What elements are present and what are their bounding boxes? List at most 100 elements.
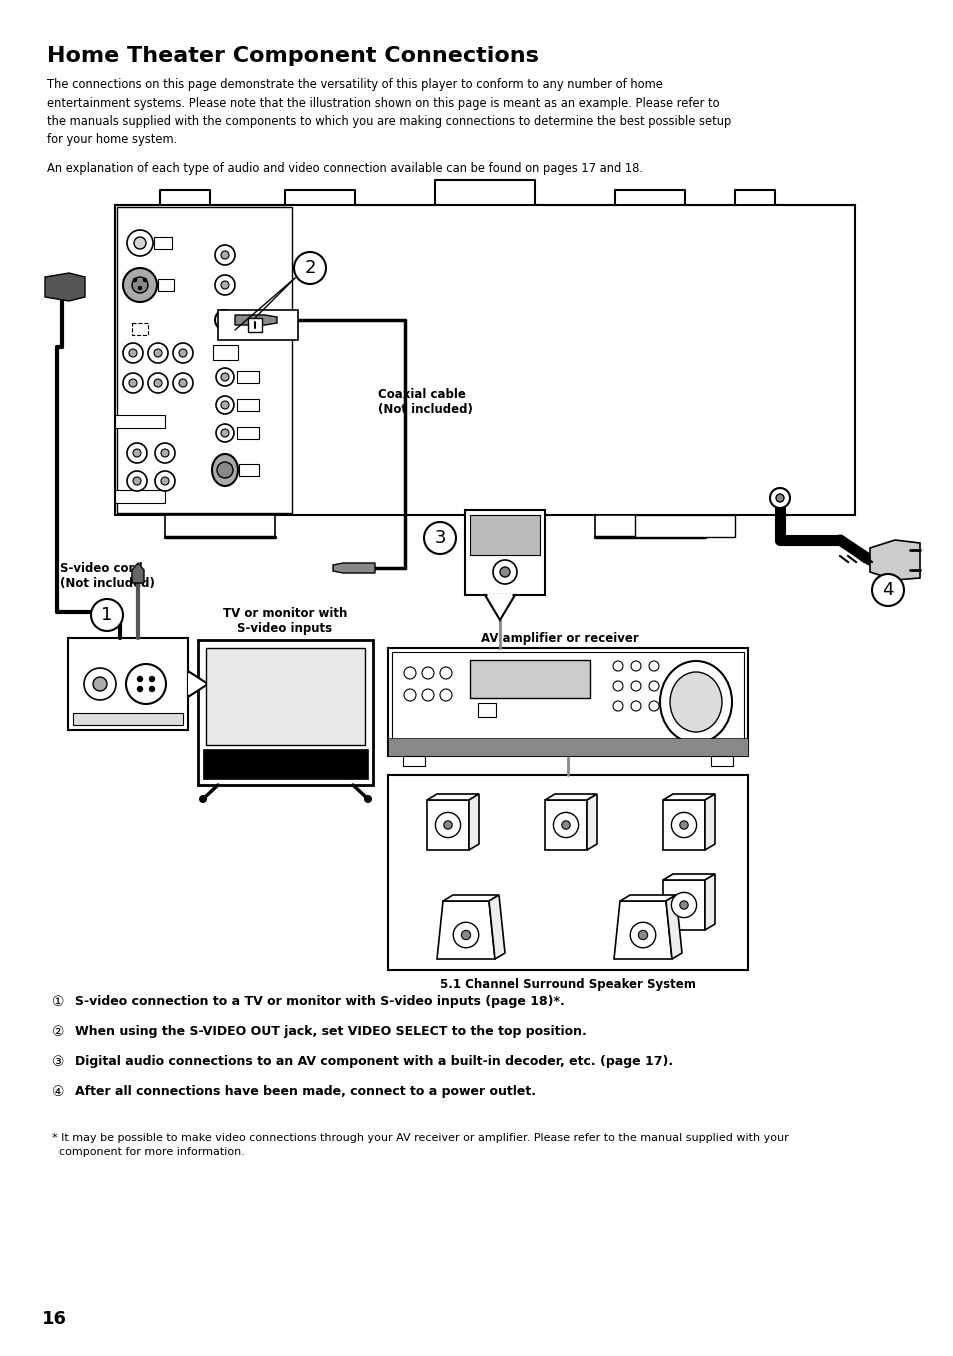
Circle shape xyxy=(143,278,147,282)
Circle shape xyxy=(453,922,478,948)
Circle shape xyxy=(123,268,157,302)
Circle shape xyxy=(132,277,148,293)
Bar xyxy=(470,660,589,698)
Circle shape xyxy=(91,599,123,631)
Circle shape xyxy=(613,660,622,671)
Circle shape xyxy=(138,286,142,290)
Bar xyxy=(117,207,292,513)
Polygon shape xyxy=(442,895,498,900)
Circle shape xyxy=(161,477,169,485)
Circle shape xyxy=(129,378,137,386)
Circle shape xyxy=(137,686,143,692)
Circle shape xyxy=(214,275,234,296)
Circle shape xyxy=(154,443,174,462)
Circle shape xyxy=(215,396,233,414)
Text: Coaxial cable
(Not included): Coaxial cable (Not included) xyxy=(377,388,473,416)
Circle shape xyxy=(127,231,152,256)
Circle shape xyxy=(638,930,647,940)
Circle shape xyxy=(775,494,783,502)
Polygon shape xyxy=(614,900,671,959)
Circle shape xyxy=(630,701,640,711)
Bar xyxy=(388,776,747,970)
Circle shape xyxy=(493,560,517,584)
Bar xyxy=(132,323,148,335)
Text: 5.1 Channel Surround Speaker System: 5.1 Channel Surround Speaker System xyxy=(439,978,695,991)
Circle shape xyxy=(630,922,655,948)
Text: The connections on this page demonstrate the versatility of this player to confo: The connections on this page demonstrate… xyxy=(47,79,731,146)
Polygon shape xyxy=(704,795,714,850)
Circle shape xyxy=(154,471,174,491)
Circle shape xyxy=(179,378,187,386)
Text: 2: 2 xyxy=(304,259,315,277)
Circle shape xyxy=(443,820,452,830)
Ellipse shape xyxy=(212,454,237,485)
Polygon shape xyxy=(427,800,469,850)
Bar xyxy=(236,372,258,382)
Circle shape xyxy=(221,428,229,437)
Circle shape xyxy=(364,795,372,803)
Circle shape xyxy=(153,378,162,386)
Polygon shape xyxy=(662,800,704,850)
Bar xyxy=(73,713,183,725)
Polygon shape xyxy=(544,795,597,800)
Text: ④: ④ xyxy=(52,1085,65,1098)
Circle shape xyxy=(148,373,168,393)
Ellipse shape xyxy=(659,660,731,743)
Circle shape xyxy=(179,348,187,357)
Circle shape xyxy=(423,522,456,555)
Polygon shape xyxy=(188,671,208,697)
Circle shape xyxy=(561,820,570,830)
Polygon shape xyxy=(234,315,276,325)
Circle shape xyxy=(123,373,143,393)
Text: TV or monitor with
S-video inputs: TV or monitor with S-video inputs xyxy=(223,607,347,635)
Circle shape xyxy=(461,930,470,940)
Circle shape xyxy=(439,667,452,679)
Circle shape xyxy=(216,462,233,479)
Circle shape xyxy=(214,245,234,264)
Circle shape xyxy=(149,677,154,682)
Bar xyxy=(388,738,747,757)
Text: 16: 16 xyxy=(42,1310,67,1328)
Text: After all connections have been made, connect to a power outlet.: After all connections have been made, co… xyxy=(75,1085,536,1098)
Circle shape xyxy=(214,311,234,330)
Bar xyxy=(470,515,539,555)
Circle shape xyxy=(221,251,229,259)
Text: S-video cord
(Not included): S-video cord (Not included) xyxy=(60,561,154,590)
Circle shape xyxy=(215,424,233,442)
Polygon shape xyxy=(662,875,714,880)
Polygon shape xyxy=(132,563,144,583)
Bar xyxy=(198,640,373,785)
Circle shape xyxy=(403,667,416,679)
Circle shape xyxy=(132,477,141,485)
Polygon shape xyxy=(544,800,586,850)
Bar xyxy=(68,639,188,730)
Circle shape xyxy=(127,471,147,491)
Circle shape xyxy=(221,281,229,289)
Bar xyxy=(115,490,165,503)
Bar xyxy=(153,237,172,250)
Bar xyxy=(239,464,258,476)
Circle shape xyxy=(871,574,903,606)
Circle shape xyxy=(421,667,434,679)
Circle shape xyxy=(648,681,659,692)
Text: ③: ③ xyxy=(52,1055,65,1069)
Polygon shape xyxy=(662,880,704,930)
Circle shape xyxy=(172,373,193,393)
Circle shape xyxy=(679,900,687,910)
Circle shape xyxy=(137,677,143,682)
Bar xyxy=(203,749,368,778)
Ellipse shape xyxy=(669,673,721,732)
Text: 4: 4 xyxy=(882,580,893,599)
Circle shape xyxy=(161,449,169,457)
Circle shape xyxy=(403,689,416,701)
Text: * It may be possible to make video connections through your AV receiver or ampli: * It may be possible to make video conne… xyxy=(52,1134,788,1157)
Circle shape xyxy=(439,689,452,701)
Circle shape xyxy=(129,348,137,357)
Circle shape xyxy=(648,701,659,711)
Circle shape xyxy=(215,367,233,386)
Bar xyxy=(635,515,734,537)
Polygon shape xyxy=(662,795,714,800)
Bar xyxy=(248,319,262,332)
Circle shape xyxy=(553,812,578,838)
Bar xyxy=(392,652,743,753)
